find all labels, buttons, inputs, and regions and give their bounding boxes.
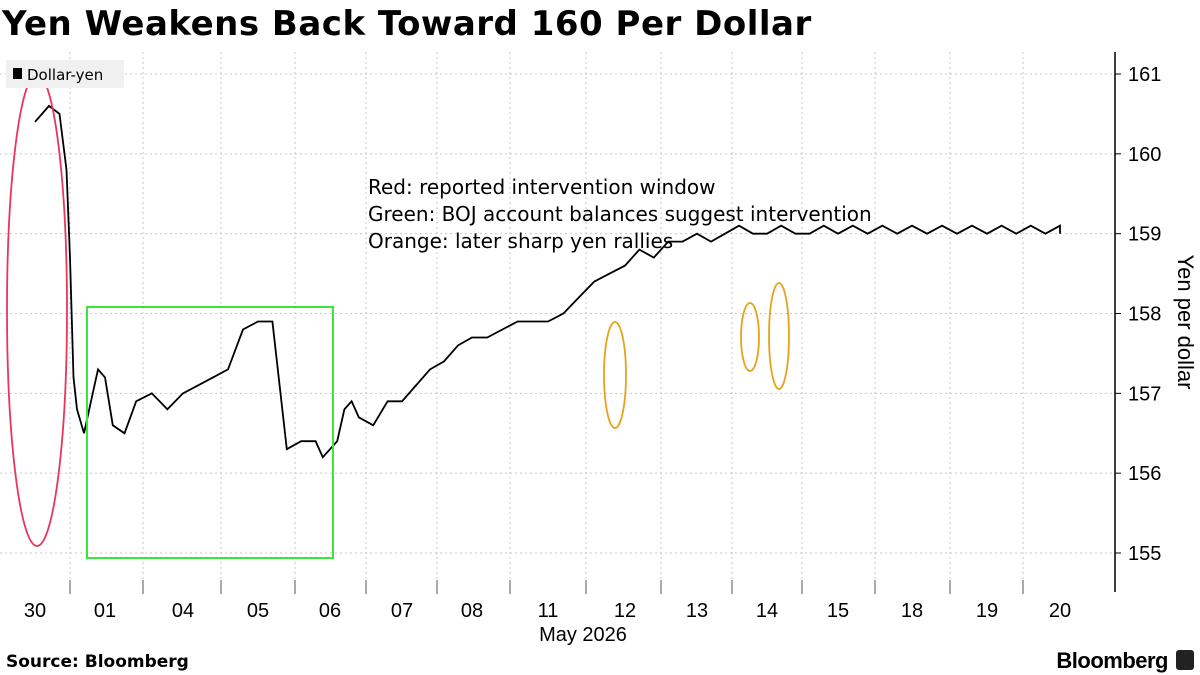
x-tick-label: 12 bbox=[614, 600, 636, 622]
note-orange: Orange: later sharp yen rallies bbox=[368, 229, 673, 253]
legend: Dollar-yen bbox=[6, 60, 124, 88]
y-tick-label: 159 bbox=[1128, 224, 1161, 246]
annotation-notes: Red: reported intervention window Green:… bbox=[368, 175, 872, 253]
y-tick-label: 158 bbox=[1128, 304, 1161, 326]
x-tick-label: 20 bbox=[1049, 600, 1071, 622]
x-tick-label: 13 bbox=[686, 600, 708, 622]
x-tick-label: 30 bbox=[24, 600, 46, 622]
x-tick-label: 18 bbox=[901, 600, 923, 622]
y-axis-label: Yen per dollar bbox=[1173, 255, 1198, 390]
y-tick-label: 156 bbox=[1128, 463, 1161, 485]
orange-rally-ellipse-2 bbox=[740, 302, 760, 372]
legend-label: Dollar-yen bbox=[27, 66, 103, 84]
red-intervention-ellipse bbox=[6, 73, 68, 547]
legend-swatch bbox=[13, 68, 22, 79]
bloomberg-logo: Bloomberg bbox=[1056, 648, 1168, 673]
x-tick-label: 15 bbox=[827, 600, 849, 622]
note-red: Red: reported intervention window bbox=[368, 175, 716, 199]
x-tick-label: 11 bbox=[538, 600, 559, 622]
y-tick-label: 155 bbox=[1128, 543, 1161, 565]
green-boj-box bbox=[86, 306, 334, 559]
y-tick-label: 157 bbox=[1128, 383, 1161, 405]
bloomberg-mark-icon bbox=[1176, 650, 1194, 670]
series-line-dollar-yen bbox=[34, 104, 1061, 459]
note-green: Green: BOJ account balances suggest inte… bbox=[368, 202, 872, 226]
highlight-shapes bbox=[6, 73, 790, 559]
grid-lines bbox=[0, 52, 1115, 594]
x-tick-label: 14 bbox=[756, 600, 778, 622]
x-tick-label: 06 bbox=[319, 600, 341, 622]
orange-rally-ellipse-1 bbox=[603, 321, 627, 429]
x-tick-label: 07 bbox=[391, 600, 413, 622]
x-tick-label: 08 bbox=[461, 600, 483, 622]
chart-title: Yen Weakens Back Toward 160 Per Dollar bbox=[2, 4, 812, 44]
x-tick-label: 04 bbox=[172, 600, 194, 622]
legend-box bbox=[6, 60, 124, 88]
x-axis-label: May 2026 bbox=[539, 624, 627, 646]
source-note: Source: Bloomberg bbox=[6, 652, 189, 672]
y-tick-labels: 155 156 157 158 159 160 161 bbox=[1115, 64, 1161, 565]
y-tick-label: 161 bbox=[1128, 64, 1161, 86]
x-tick-labels: 30 01 04 05 06 07 08 11 12 13 14 15 18 19 20 bbox=[24, 600, 1071, 622]
x-tick-label: 19 bbox=[976, 600, 998, 622]
orange-rally-ellipse-3 bbox=[768, 282, 790, 390]
series-dollar-yen bbox=[34, 104, 1061, 459]
x-tick-label: 05 bbox=[247, 600, 269, 622]
x-tick-label: 01 bbox=[94, 600, 116, 622]
y-tick-label: 160 bbox=[1128, 144, 1161, 166]
